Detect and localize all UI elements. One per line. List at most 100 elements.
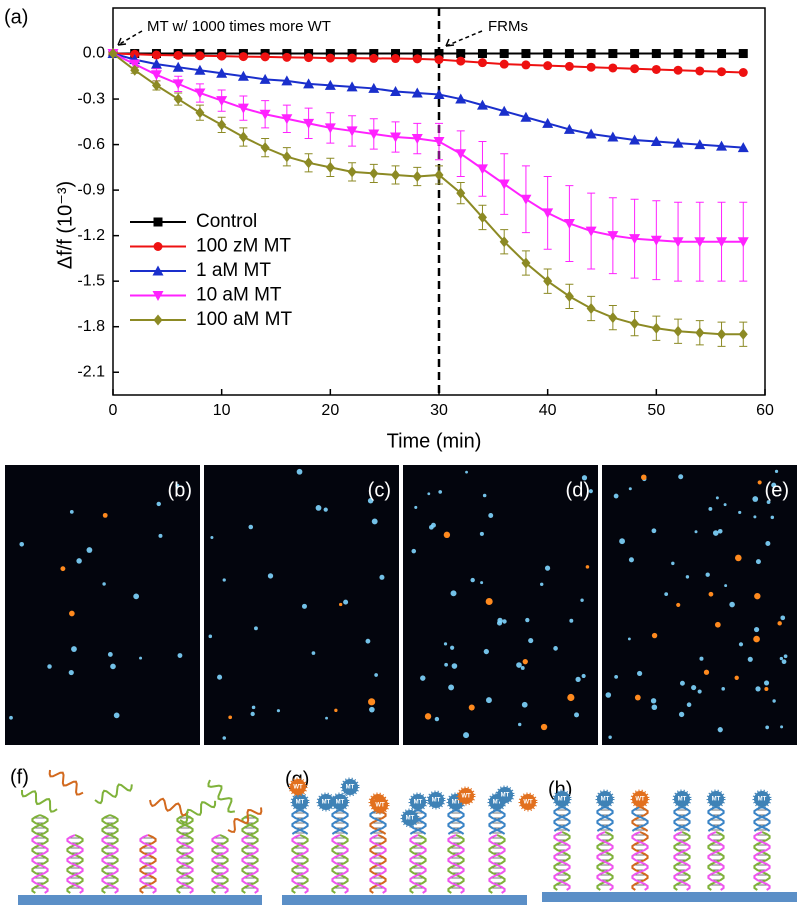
free-strand	[149, 797, 189, 817]
spot	[651, 528, 657, 534]
spot	[738, 642, 744, 647]
marker	[650, 235, 662, 246]
spot	[783, 654, 788, 659]
substrate	[18, 895, 262, 905]
nanoparticle-label: MT	[501, 793, 510, 799]
spot	[222, 578, 226, 582]
marker	[629, 134, 641, 145]
strand	[331, 809, 349, 835]
spot	[763, 680, 770, 686]
spot	[368, 698, 376, 706]
spot	[580, 598, 584, 602]
legend-label: 1 aM MT	[196, 260, 271, 281]
marker	[434, 49, 444, 59]
spot	[678, 711, 685, 718]
marker	[150, 58, 162, 69]
strand	[488, 834, 506, 894]
spot	[113, 712, 120, 719]
y-tick-label: -0.9	[77, 181, 105, 198]
y-tick-label: -1.2	[77, 227, 105, 244]
nanoparticle-label: MT	[406, 816, 415, 822]
spot	[770, 515, 775, 520]
spot	[133, 593, 140, 600]
marker	[629, 234, 641, 245]
spot	[729, 601, 735, 608]
spot	[753, 635, 760, 643]
strand	[241, 834, 259, 894]
spot	[754, 592, 761, 600]
spot	[208, 634, 213, 639]
marker	[456, 187, 466, 199]
spot	[276, 709, 281, 713]
spot	[428, 524, 434, 530]
spot	[76, 558, 82, 564]
nanoparticle	[426, 790, 446, 810]
panel-label: (d)	[566, 479, 590, 501]
nanoparticle	[456, 786, 476, 806]
spot	[139, 656, 143, 660]
marker	[586, 62, 596, 72]
marker	[499, 236, 509, 248]
spot	[588, 489, 593, 494]
marker	[651, 49, 661, 59]
spot	[703, 669, 710, 675]
nanoparticle	[518, 792, 538, 812]
strand	[553, 806, 571, 832]
marker	[673, 49, 683, 59]
spot	[715, 496, 719, 500]
spot	[438, 490, 443, 494]
strand	[211, 834, 229, 894]
marker	[216, 67, 228, 78]
spot	[717, 727, 723, 733]
x-tick-label: 30	[430, 402, 448, 419]
marker	[564, 290, 574, 302]
y-tick-label: -0.3	[77, 90, 105, 107]
strand	[241, 814, 259, 836]
spot	[540, 723, 548, 731]
strand	[673, 806, 691, 832]
spot	[107, 652, 113, 657]
marker	[586, 302, 596, 314]
nanoparticle	[752, 789, 772, 809]
spot	[450, 590, 457, 597]
spot	[448, 684, 455, 691]
marker	[738, 49, 748, 59]
marker	[324, 123, 336, 134]
spot	[522, 658, 528, 665]
spot	[343, 599, 349, 605]
panel-label: (b)	[168, 479, 192, 501]
marker	[694, 139, 706, 150]
marker	[281, 114, 293, 125]
marker	[694, 237, 706, 248]
spot	[158, 533, 163, 538]
marker	[673, 325, 683, 337]
marker	[412, 54, 422, 64]
spot	[708, 507, 713, 511]
spot	[636, 670, 643, 677]
marker	[521, 60, 531, 70]
marker	[543, 61, 553, 71]
spot	[443, 531, 451, 539]
spot	[771, 482, 777, 488]
marker	[630, 49, 640, 59]
free-strand	[48, 769, 84, 796]
spot	[755, 686, 761, 692]
spot	[210, 536, 214, 540]
marker	[717, 67, 727, 77]
spot	[780, 725, 784, 729]
strand	[447, 834, 465, 894]
spot	[485, 598, 493, 606]
spot	[420, 675, 426, 681]
marker	[303, 78, 315, 89]
spot	[253, 626, 258, 631]
strand	[291, 809, 309, 835]
marker	[237, 103, 249, 114]
spot	[339, 602, 343, 607]
strand	[553, 831, 571, 891]
spot	[86, 547, 93, 553]
marker	[520, 111, 532, 122]
micrograph-bg	[5, 465, 200, 745]
spot	[717, 528, 723, 534]
spot	[628, 487, 632, 491]
spot	[764, 686, 769, 692]
